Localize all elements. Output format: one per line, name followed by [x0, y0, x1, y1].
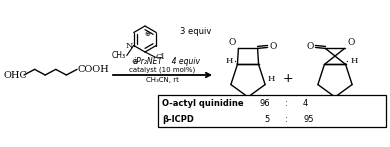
Text: ⊕: ⊕ — [144, 31, 150, 37]
Text: COOH: COOH — [78, 65, 110, 74]
Text: 5: 5 — [265, 115, 270, 124]
Text: H: H — [225, 57, 232, 65]
Text: 4: 4 — [303, 99, 308, 108]
Text: H: H — [267, 75, 275, 83]
Text: H: H — [326, 98, 333, 106]
Text: O: O — [347, 38, 355, 47]
Text: ⊖: ⊖ — [131, 57, 138, 66]
Text: O: O — [228, 38, 236, 47]
Text: 96: 96 — [259, 99, 270, 108]
Text: H: H — [351, 57, 358, 65]
Text: +: + — [283, 72, 293, 86]
Text: 95: 95 — [303, 115, 314, 124]
Text: O: O — [306, 42, 314, 51]
Text: O: O — [269, 42, 277, 51]
Text: CH₃: CH₃ — [112, 51, 126, 60]
Text: iPr₂NET    4 equiv: iPr₂NET 4 equiv — [135, 57, 200, 66]
Text: OHC: OHC — [3, 71, 27, 80]
FancyBboxPatch shape — [158, 95, 386, 127]
Text: Cl: Cl — [156, 53, 165, 61]
Text: catalyst (10 mol%): catalyst (10 mol%) — [129, 67, 196, 73]
Text: N: N — [125, 41, 133, 50]
Text: CH₃CN, rt: CH₃CN, rt — [146, 77, 179, 83]
Text: 3 equiv: 3 equiv — [180, 26, 211, 35]
Text: 178′: 178′ — [323, 103, 346, 113]
Text: O-actyl quinidine: O-actyl quinidine — [162, 99, 244, 108]
Text: β-ICPD: β-ICPD — [162, 115, 194, 124]
Text: :: : — [285, 99, 287, 108]
Text: :: : — [285, 115, 287, 124]
Text: 178: 178 — [238, 103, 258, 113]
